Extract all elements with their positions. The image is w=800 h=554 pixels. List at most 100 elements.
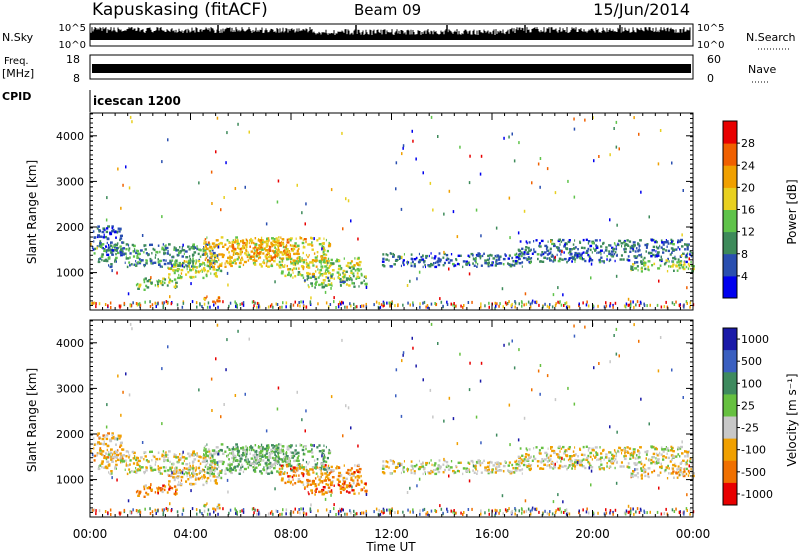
heatmap-cell — [526, 464, 530, 468]
heatmap-cell — [644, 267, 647, 271]
heatmap-cell — [176, 303, 179, 307]
heatmap-cell — [114, 465, 117, 468]
heatmap-cell — [379, 305, 382, 309]
heatmap-cell — [549, 303, 551, 307]
heatmap-cell — [154, 491, 157, 494]
heatmap-cell — [320, 283, 324, 286]
heatmap-cell — [670, 238, 673, 242]
heatmap-cell — [529, 261, 532, 265]
noise-trace — [90, 25, 691, 40]
heatmap-cell — [209, 259, 212, 263]
heatmap-cell — [134, 249, 136, 252]
heatmap-cell — [299, 480, 302, 483]
heatmap-cell — [137, 468, 139, 471]
heatmap-cell — [297, 459, 300, 463]
heatmap-cell — [111, 265, 113, 268]
heatmap-cell — [286, 248, 289, 251]
heatmap-cell — [554, 255, 556, 259]
heatmap-cell — [587, 449, 590, 452]
heatmap-cell — [286, 238, 289, 241]
heatmap-cell — [93, 447, 95, 450]
heatmap-cell — [279, 251, 283, 254]
heatmap-cell — [591, 242, 594, 245]
heatmap-cell — [241, 446, 245, 449]
heatmap-cell — [178, 273, 180, 277]
heatmap-cell — [657, 461, 660, 464]
heatmap-cell — [490, 264, 492, 267]
heatmap-cell — [244, 450, 247, 454]
heatmap-cell — [657, 267, 661, 270]
heatmap-cell — [326, 267, 329, 270]
heatmap-cell — [470, 252, 474, 256]
heatmap-cell — [286, 457, 289, 460]
heatmap-cell — [588, 259, 590, 263]
heatmap-cell — [237, 244, 240, 247]
heatmap-cell — [356, 305, 358, 309]
heatmap-cell — [475, 261, 477, 264]
heatmap-cell — [667, 249, 670, 253]
heatmap-cell — [521, 247, 524, 250]
heatmap-cell — [134, 263, 136, 266]
heatmap-cell — [197, 252, 200, 256]
heatmap-cell — [483, 459, 485, 462]
heatmap-cell — [238, 468, 242, 472]
heatmap-cell — [327, 276, 330, 280]
heatmap-cell — [557, 248, 560, 252]
heatmap-cell — [241, 258, 244, 261]
heatmap-cell — [682, 459, 685, 462]
heatmap-cell — [337, 303, 340, 307]
heatmap-cell — [301, 257, 303, 260]
heatmap-cell — [411, 464, 413, 468]
heatmap-cell — [624, 239, 626, 243]
heatmap-cell — [176, 469, 178, 472]
heatmap-cell — [242, 301, 245, 305]
heatmap-cell — [109, 244, 113, 247]
heatmap-cell — [114, 467, 116, 470]
heatmap-cell — [536, 253, 540, 256]
heatmap-cell — [226, 446, 229, 449]
heatmap-cell — [313, 275, 315, 278]
heatmap-cell — [351, 489, 354, 492]
heatmap-cell — [496, 254, 500, 257]
heatmap-cell — [254, 243, 258, 246]
heatmap-cell — [594, 446, 598, 449]
heatmap-cell — [354, 257, 356, 260]
heatmap-cell — [209, 305, 211, 309]
heatmap-cell — [185, 264, 187, 267]
heatmap-cell — [437, 465, 441, 468]
heatmap-cell — [207, 301, 210, 305]
heatmap-cell — [614, 259, 616, 263]
heatmap-cell — [273, 457, 276, 460]
heatmap-cell — [360, 282, 363, 285]
heatmap-cell — [231, 452, 235, 456]
heatmap-cell — [270, 264, 274, 268]
heatmap-cell — [573, 247, 575, 250]
heatmap-cell — [134, 470, 136, 473]
heatmap-cell — [346, 484, 349, 487]
heatmap-cell — [345, 490, 348, 493]
heatmap-cell — [189, 269, 193, 272]
heatmap-cell — [226, 239, 229, 242]
heatmap-cell — [576, 463, 579, 466]
heatmap-cell — [168, 488, 171, 491]
heatmap-cell — [273, 445, 276, 448]
heatmap-cell — [259, 247, 262, 250]
colorbar-swatch — [723, 253, 737, 277]
heatmap-cell — [348, 482, 351, 485]
heatmap-cell — [175, 454, 177, 457]
heatmap-cell — [291, 268, 294, 272]
heatmap-cell — [241, 239, 245, 242]
heatmap-cell — [528, 448, 531, 451]
nsky-label: N.Sky — [2, 31, 34, 44]
heatmap-cell — [149, 243, 151, 247]
heatmap-cell — [278, 473, 282, 476]
heatmap-cell — [659, 244, 661, 248]
heatmap-cell — [147, 460, 150, 463]
heatmap-cell — [99, 447, 102, 450]
heatmap-cell — [286, 471, 288, 475]
heatmap-cell — [342, 280, 346, 283]
heatmap-cell — [97, 432, 100, 435]
heatmap-cell — [138, 261, 142, 265]
heatmap-cell — [479, 172, 482, 176]
heatmap-cell — [182, 468, 185, 472]
